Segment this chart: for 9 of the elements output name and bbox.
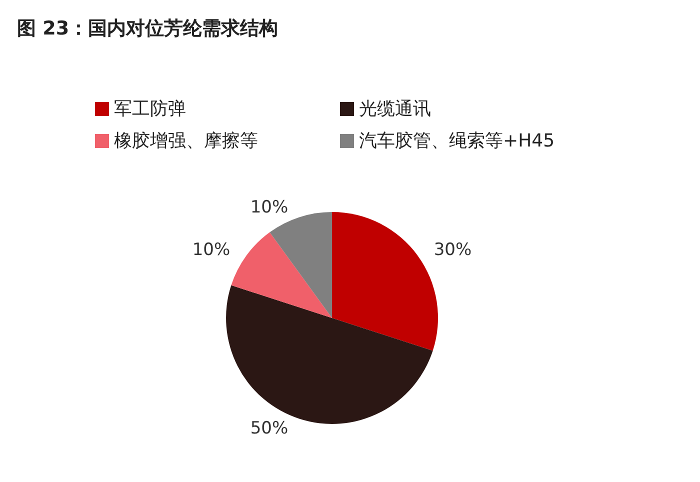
legend-label: 光缆通讯 bbox=[359, 98, 431, 120]
chart-title: 图 23：国内对位芳纶需求结构 bbox=[17, 18, 278, 40]
legend-label: 汽车胶管、绳索等+H45 bbox=[359, 130, 555, 152]
data-label: 10% bbox=[250, 198, 288, 218]
legend-label: 军工防弹 bbox=[114, 98, 186, 120]
data-label: 10% bbox=[192, 240, 230, 260]
data-label: 50% bbox=[250, 418, 288, 438]
legend-label: 橡胶增强、摩擦等 bbox=[114, 130, 258, 152]
data-label: 30% bbox=[434, 240, 472, 260]
